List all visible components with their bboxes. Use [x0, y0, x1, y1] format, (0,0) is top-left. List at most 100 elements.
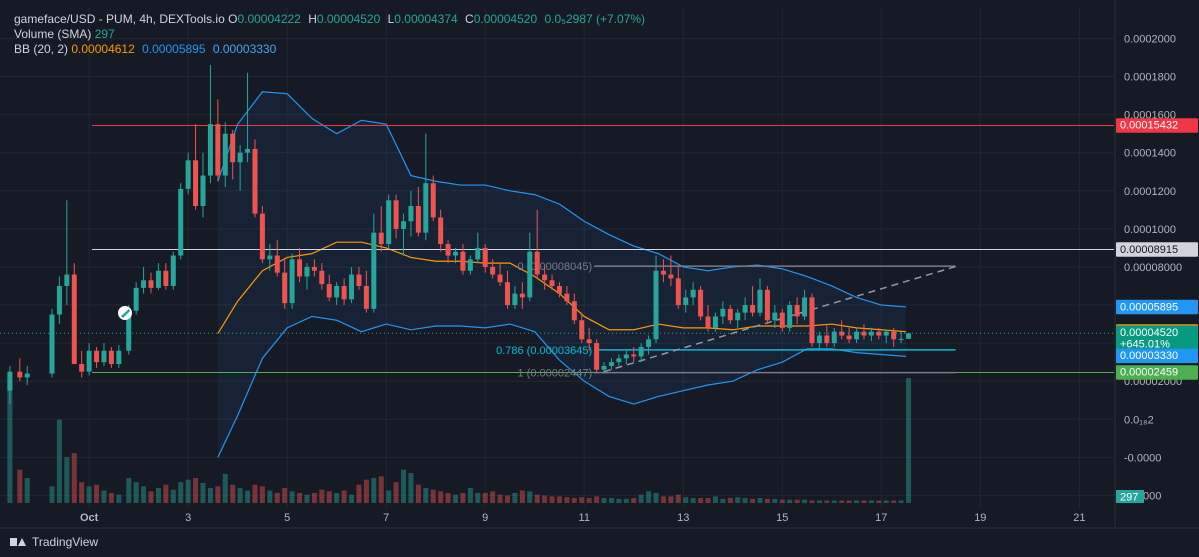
volume-bar	[861, 500, 867, 503]
volume-bar	[356, 484, 362, 503]
candle-body	[259, 213, 265, 260]
volume-bar	[334, 493, 340, 503]
y-tick-label: 0.0001000	[1124, 224, 1176, 236]
candle-body	[653, 270, 659, 340]
price-line-tag	[1116, 118, 1198, 133]
volume-bar	[408, 473, 414, 503]
candle-body	[7, 371, 13, 391]
candle-body	[386, 200, 392, 245]
volume-bar	[512, 493, 518, 503]
candle-body	[772, 312, 778, 321]
volume-bar	[854, 500, 860, 503]
volume-bar	[86, 486, 92, 503]
candle-body	[230, 133, 236, 163]
volume-bar	[185, 479, 191, 503]
y-tick-label: 0.0002000	[1124, 33, 1176, 45]
candle-body	[616, 358, 622, 363]
volume-bar	[660, 496, 666, 503]
candle-body	[794, 305, 800, 317]
x-tick-label: 17	[875, 512, 887, 524]
volume-bar	[267, 490, 273, 503]
y-tick-label: 0.0001800	[1124, 72, 1176, 84]
y-tick-label: 0.0001200	[1124, 186, 1176, 198]
volume-bar	[579, 497, 585, 503]
volume-bar	[259, 486, 265, 503]
volume-bar	[467, 488, 473, 503]
candle-body	[141, 280, 147, 288]
candle-body	[289, 259, 295, 304]
volume-bar	[215, 486, 221, 503]
candle-body	[564, 293, 570, 302]
y-tick-label: 0.00008000	[1124, 262, 1182, 274]
candle-body	[86, 350, 92, 372]
volume-bar	[393, 482, 399, 503]
candle-body	[861, 331, 867, 336]
candle-body	[126, 310, 132, 351]
volume-bar	[883, 500, 889, 503]
volume-bar	[601, 498, 607, 503]
volume-bar	[764, 498, 770, 503]
candle-body	[504, 282, 510, 306]
volume-bar	[504, 495, 510, 503]
volume-bar	[311, 493, 317, 503]
volume-bar	[289, 491, 295, 503]
volume-bar	[594, 496, 600, 503]
volume-bar	[71, 453, 77, 503]
candle-body	[608, 362, 614, 366]
footer-brand[interactable]: TradingView	[10, 535, 98, 549]
legend-bb-label: BB (20, 2)	[14, 42, 69, 56]
candle-body	[519, 293, 525, 298]
candle-body	[631, 354, 637, 357]
candle-body	[170, 255, 176, 286]
bb-lower-line	[217, 315, 907, 458]
price-tag-text: 0.00005895	[1120, 301, 1178, 313]
volume-bar	[126, 478, 132, 503]
volume-bar	[141, 486, 147, 503]
y-tick-label: 0.0001400	[1124, 148, 1176, 160]
volume-bar	[623, 498, 629, 503]
volume-bar	[349, 494, 355, 503]
volume-bar	[831, 500, 837, 503]
candle-body	[638, 346, 644, 357]
volume-tag	[1116, 490, 1144, 503]
candle-body	[787, 305, 793, 328]
volume-bar	[683, 497, 689, 503]
candle-body	[556, 285, 562, 294]
brand-name: TradingView	[32, 535, 99, 549]
volume-bar	[846, 500, 852, 503]
legend-change: 0.0₅2987 (+7.07%)	[544, 12, 646, 26]
x-tick-label: 15	[776, 512, 788, 524]
volume-bar	[616, 498, 622, 503]
volume-bar	[423, 488, 429, 503]
volume-bar	[519, 490, 525, 503]
volume-bar	[170, 489, 176, 503]
candle-body	[675, 278, 681, 306]
x-tick-label: 11	[579, 512, 590, 524]
candle-body	[304, 266, 310, 277]
price-tag	[1116, 348, 1198, 364]
candle-body	[475, 247, 481, 260]
y-tick-label: 0.0₁₈2	[1124, 414, 1154, 426]
volume-bar	[64, 457, 70, 503]
candle-body	[445, 244, 451, 256]
candle-body	[690, 289, 696, 298]
price-line-tag	[1116, 365, 1198, 380]
chart-legend: gameface/USD - PUM, 4h, DEXTools.io O0.0…	[14, 12, 649, 57]
volume-bar	[802, 499, 808, 503]
volume-bar	[898, 500, 904, 503]
volume-bar	[386, 490, 392, 503]
candle-body	[742, 305, 748, 313]
volume-bar	[549, 496, 555, 503]
candle-body	[764, 289, 770, 321]
candle-body	[906, 333, 912, 339]
volume-bar	[891, 500, 897, 503]
candle-body	[712, 316, 718, 328]
volume-bar	[809, 500, 815, 503]
volume-bar	[638, 494, 644, 503]
volume-bar	[824, 500, 830, 503]
candle-body	[467, 259, 473, 271]
candle-body	[163, 270, 169, 286]
price-line-tag-text: 0.00008915	[1120, 244, 1178, 256]
